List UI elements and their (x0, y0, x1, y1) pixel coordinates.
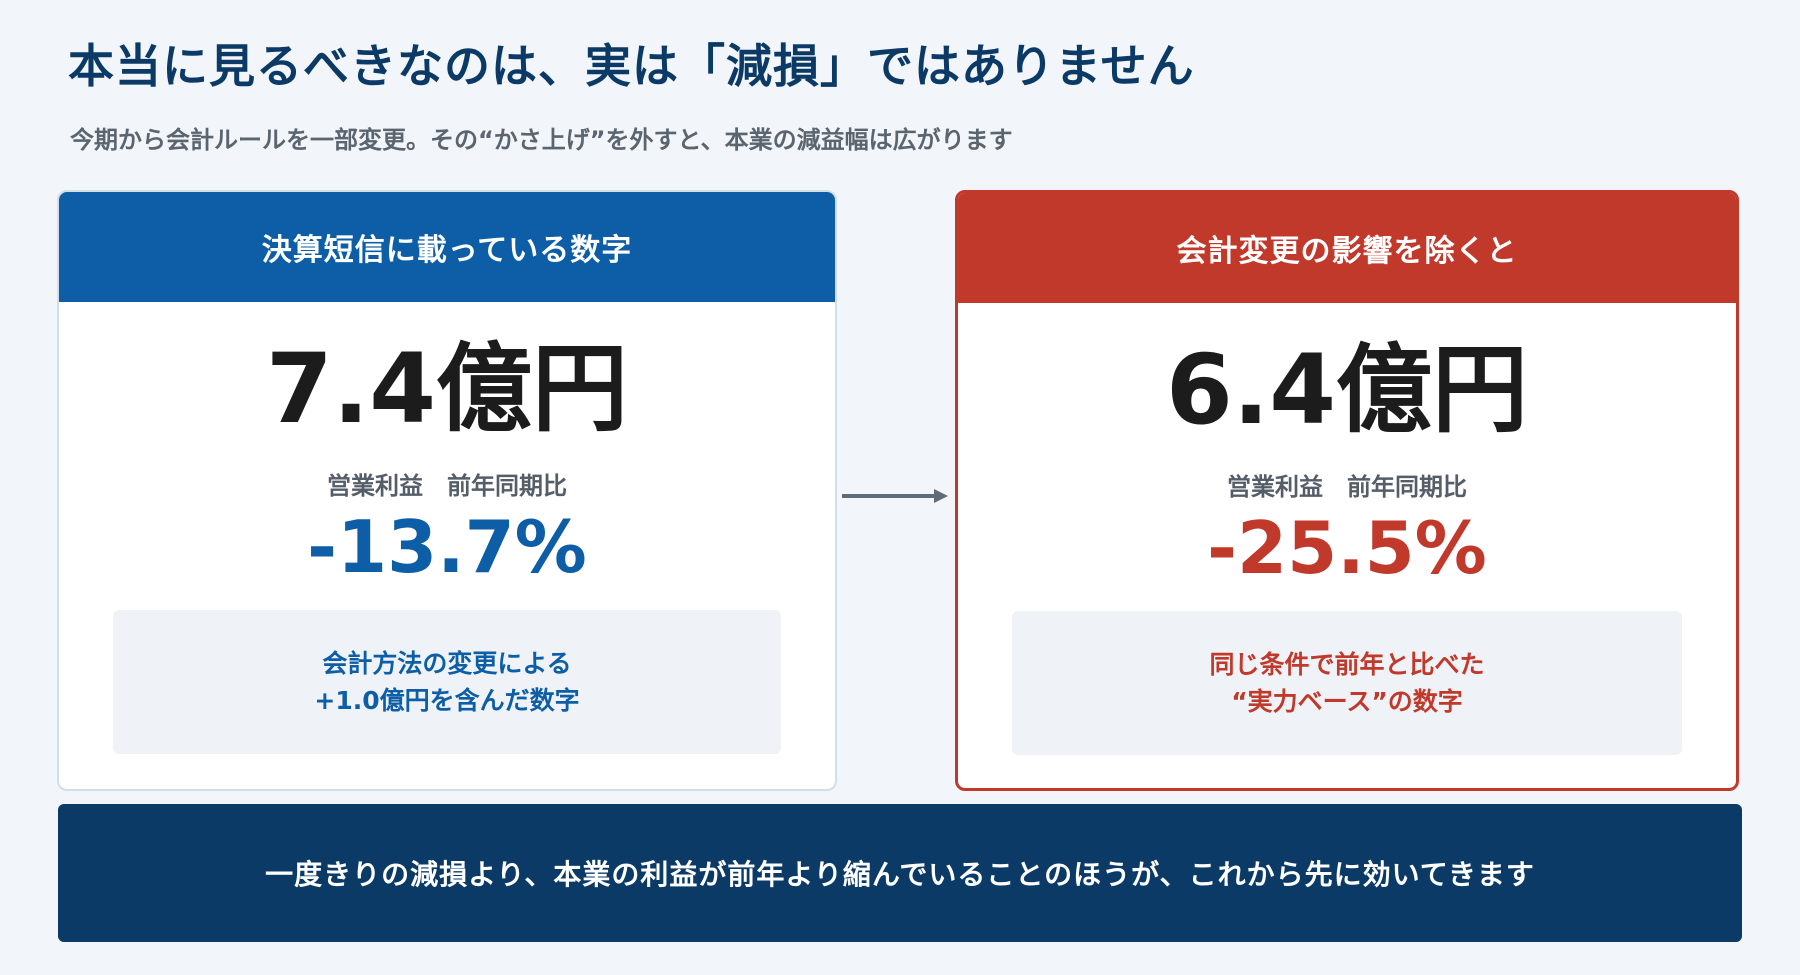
conclusion-banner: 一度きりの減損より、本業の利益が前年より縮んでいることのほうが、これから先に効い… (58, 804, 1742, 942)
adjusted-note-line-2: “実力ベース”の数字 (1231, 687, 1463, 716)
arrow-right-icon (842, 489, 948, 503)
reported-operating-profit: 7.4億円 (265, 333, 629, 445)
page-subtitle: 今期から会計ルールを一部変更。その“かさ上げ”を外すと、本業の減益幅は広がります (70, 126, 1013, 154)
reported-figures-card: 決算短信に載っている数字 7.4億円 営業利益 前年同期比 -13.7% 会計方… (57, 190, 837, 791)
page-title: 本当に見るべきなのは、実は「減損」ではありません (68, 39, 1195, 93)
adjusted-note: 同じ条件で前年と比べた “実力ベース”の数字 (1012, 611, 1682, 755)
reported-card-heading: 決算短信に載っている数字 (59, 192, 835, 302)
reported-yoy-change: -13.7% (307, 505, 587, 589)
adjusted-operating-profit: 6.4億円 (1165, 334, 1529, 446)
reported-note-line-1: 会計方法の変更による (322, 649, 572, 678)
reported-note-line-2: +1.0億円を含んだ数字 (314, 686, 580, 715)
reported-metric-label: 営業利益 前年同期比 (327, 472, 567, 500)
reported-note: 会計方法の変更による +1.0億円を含んだ数字 (113, 610, 781, 754)
adjusted-card-heading: 会計変更の影響を除くと (958, 193, 1736, 303)
adjusted-metric-label: 営業利益 前年同期比 (1227, 473, 1467, 501)
adjusted-yoy-change: -25.5% (1207, 506, 1487, 590)
adjusted-note-line-1: 同じ条件で前年と比べた (1209, 650, 1485, 679)
adjusted-figures-card: 会計変更の影響を除くと 6.4億円 営業利益 前年同期比 -25.5% 同じ条件… (955, 190, 1739, 791)
